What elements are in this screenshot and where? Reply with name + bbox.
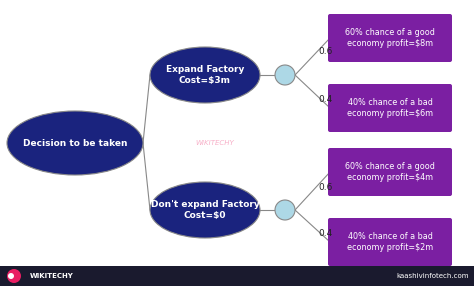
Text: 0.6: 0.6: [319, 182, 333, 192]
Circle shape: [275, 200, 295, 220]
Ellipse shape: [150, 47, 260, 103]
FancyBboxPatch shape: [328, 218, 452, 266]
Circle shape: [7, 269, 21, 283]
Text: kaashivinfotech.com: kaashivinfotech.com: [396, 273, 469, 279]
Text: 40% chance of a bad
economy profit=$6m: 40% chance of a bad economy profit=$6m: [347, 98, 433, 118]
Text: 0.6: 0.6: [319, 47, 333, 57]
Text: WIKITECHY: WIKITECHY: [196, 140, 234, 146]
Text: 40% chance of a bad
economy profit=$2m: 40% chance of a bad economy profit=$2m: [347, 232, 433, 253]
Ellipse shape: [150, 182, 260, 238]
Circle shape: [8, 273, 14, 279]
Text: 60% chance of a good
economy profit=$8m: 60% chance of a good economy profit=$8m: [345, 28, 435, 48]
Text: Expand Factory
Cost=$3m: Expand Factory Cost=$3m: [166, 65, 244, 85]
FancyBboxPatch shape: [0, 266, 474, 286]
Text: Don't expand Factory
Cost=$0: Don't expand Factory Cost=$0: [151, 200, 259, 220]
FancyBboxPatch shape: [328, 14, 452, 62]
Text: WIKITECHY: WIKITECHY: [30, 273, 74, 279]
Text: 0.4: 0.4: [319, 96, 333, 104]
Ellipse shape: [7, 111, 143, 175]
Text: 60% chance of a good
economy profit=$4m: 60% chance of a good economy profit=$4m: [345, 162, 435, 182]
Text: Decision to be taken: Decision to be taken: [23, 138, 127, 148]
Circle shape: [275, 65, 295, 85]
FancyBboxPatch shape: [328, 84, 452, 132]
FancyBboxPatch shape: [328, 148, 452, 196]
Text: 0.4: 0.4: [319, 229, 333, 239]
